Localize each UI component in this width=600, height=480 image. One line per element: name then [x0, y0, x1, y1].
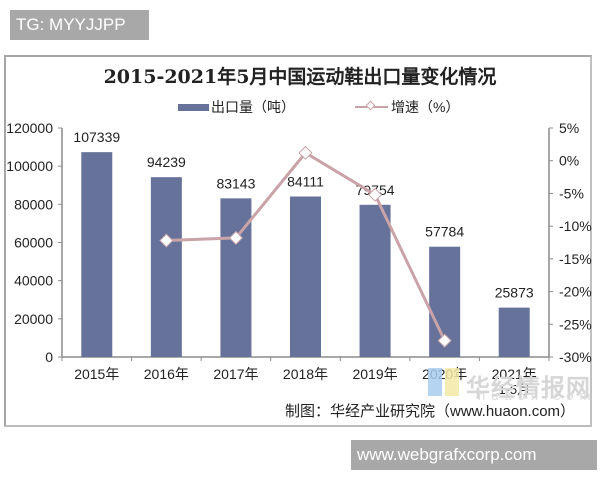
svg-text:107339: 107339 [73, 129, 120, 145]
watermark-logo-blue [428, 368, 442, 396]
svg-text:80000: 80000 [14, 196, 53, 212]
watermark-bottom-badge: www.webgrafxcorp.com [351, 440, 597, 470]
legend-item-growth-rate: 增速（%） [355, 97, 459, 117]
svg-text:2021年: 2021年 [492, 366, 537, 382]
chart-legend: 出口量（吨） 增速（%） [0, 97, 600, 117]
svg-text:83143: 83143 [216, 175, 255, 191]
svg-text:-15%: -15% [559, 251, 592, 267]
svg-text:94239: 94239 [147, 154, 186, 170]
svg-text:25873: 25873 [495, 285, 534, 301]
svg-text:2017年: 2017年 [213, 366, 258, 382]
svg-text:-20%: -20% [559, 284, 592, 300]
legend-label: 出口量（吨） [211, 99, 295, 115]
svg-text:84111: 84111 [287, 173, 324, 189]
svg-text:40000: 40000 [14, 273, 53, 289]
svg-text:5%: 5% [559, 120, 579, 136]
svg-text:2015年: 2015年 [74, 366, 119, 382]
svg-text:2016年: 2016年 [144, 366, 189, 382]
svg-text:60000: 60000 [14, 235, 53, 251]
site-watermark: 华经情报网 [466, 375, 591, 402]
svg-text:2019年: 2019年 [352, 366, 397, 382]
svg-text:57784: 57784 [425, 224, 464, 240]
legend-item-export-volume: 出口量（吨） [178, 97, 295, 117]
chart-title: 2015-2021年5月中国运动鞋出口量变化情况 [103, 66, 497, 88]
svg-text:100000: 100000 [6, 158, 53, 174]
legend-label: 增速（%） [391, 99, 460, 115]
svg-text:1-5月: 1-5月 [498, 382, 530, 397]
svg-text:-25%: -25% [559, 316, 592, 332]
svg-text:0: 0 [45, 349, 53, 365]
svg-text:-5%: -5% [559, 185, 584, 201]
svg-text:120000: 120000 [6, 120, 53, 136]
watermark-logo-yellow [445, 368, 459, 396]
chart-source-footer: 制图：华经产业研究院（www.huaon.com） [285, 403, 576, 420]
svg-text:0%: 0% [559, 153, 579, 169]
svg-text:20000: 20000 [14, 311, 53, 327]
site-watermark-en: huaon.com [478, 388, 597, 403]
bar-swatch-icon [178, 103, 209, 111]
line-diamond-swatch-icon [355, 100, 388, 111]
svg-text:-10%: -10% [559, 218, 592, 234]
watermark-top-badge: TG: MYYJJPP [10, 10, 149, 40]
svg-text:2018年: 2018年 [283, 366, 328, 382]
svg-text:-30%: -30% [559, 349, 592, 365]
